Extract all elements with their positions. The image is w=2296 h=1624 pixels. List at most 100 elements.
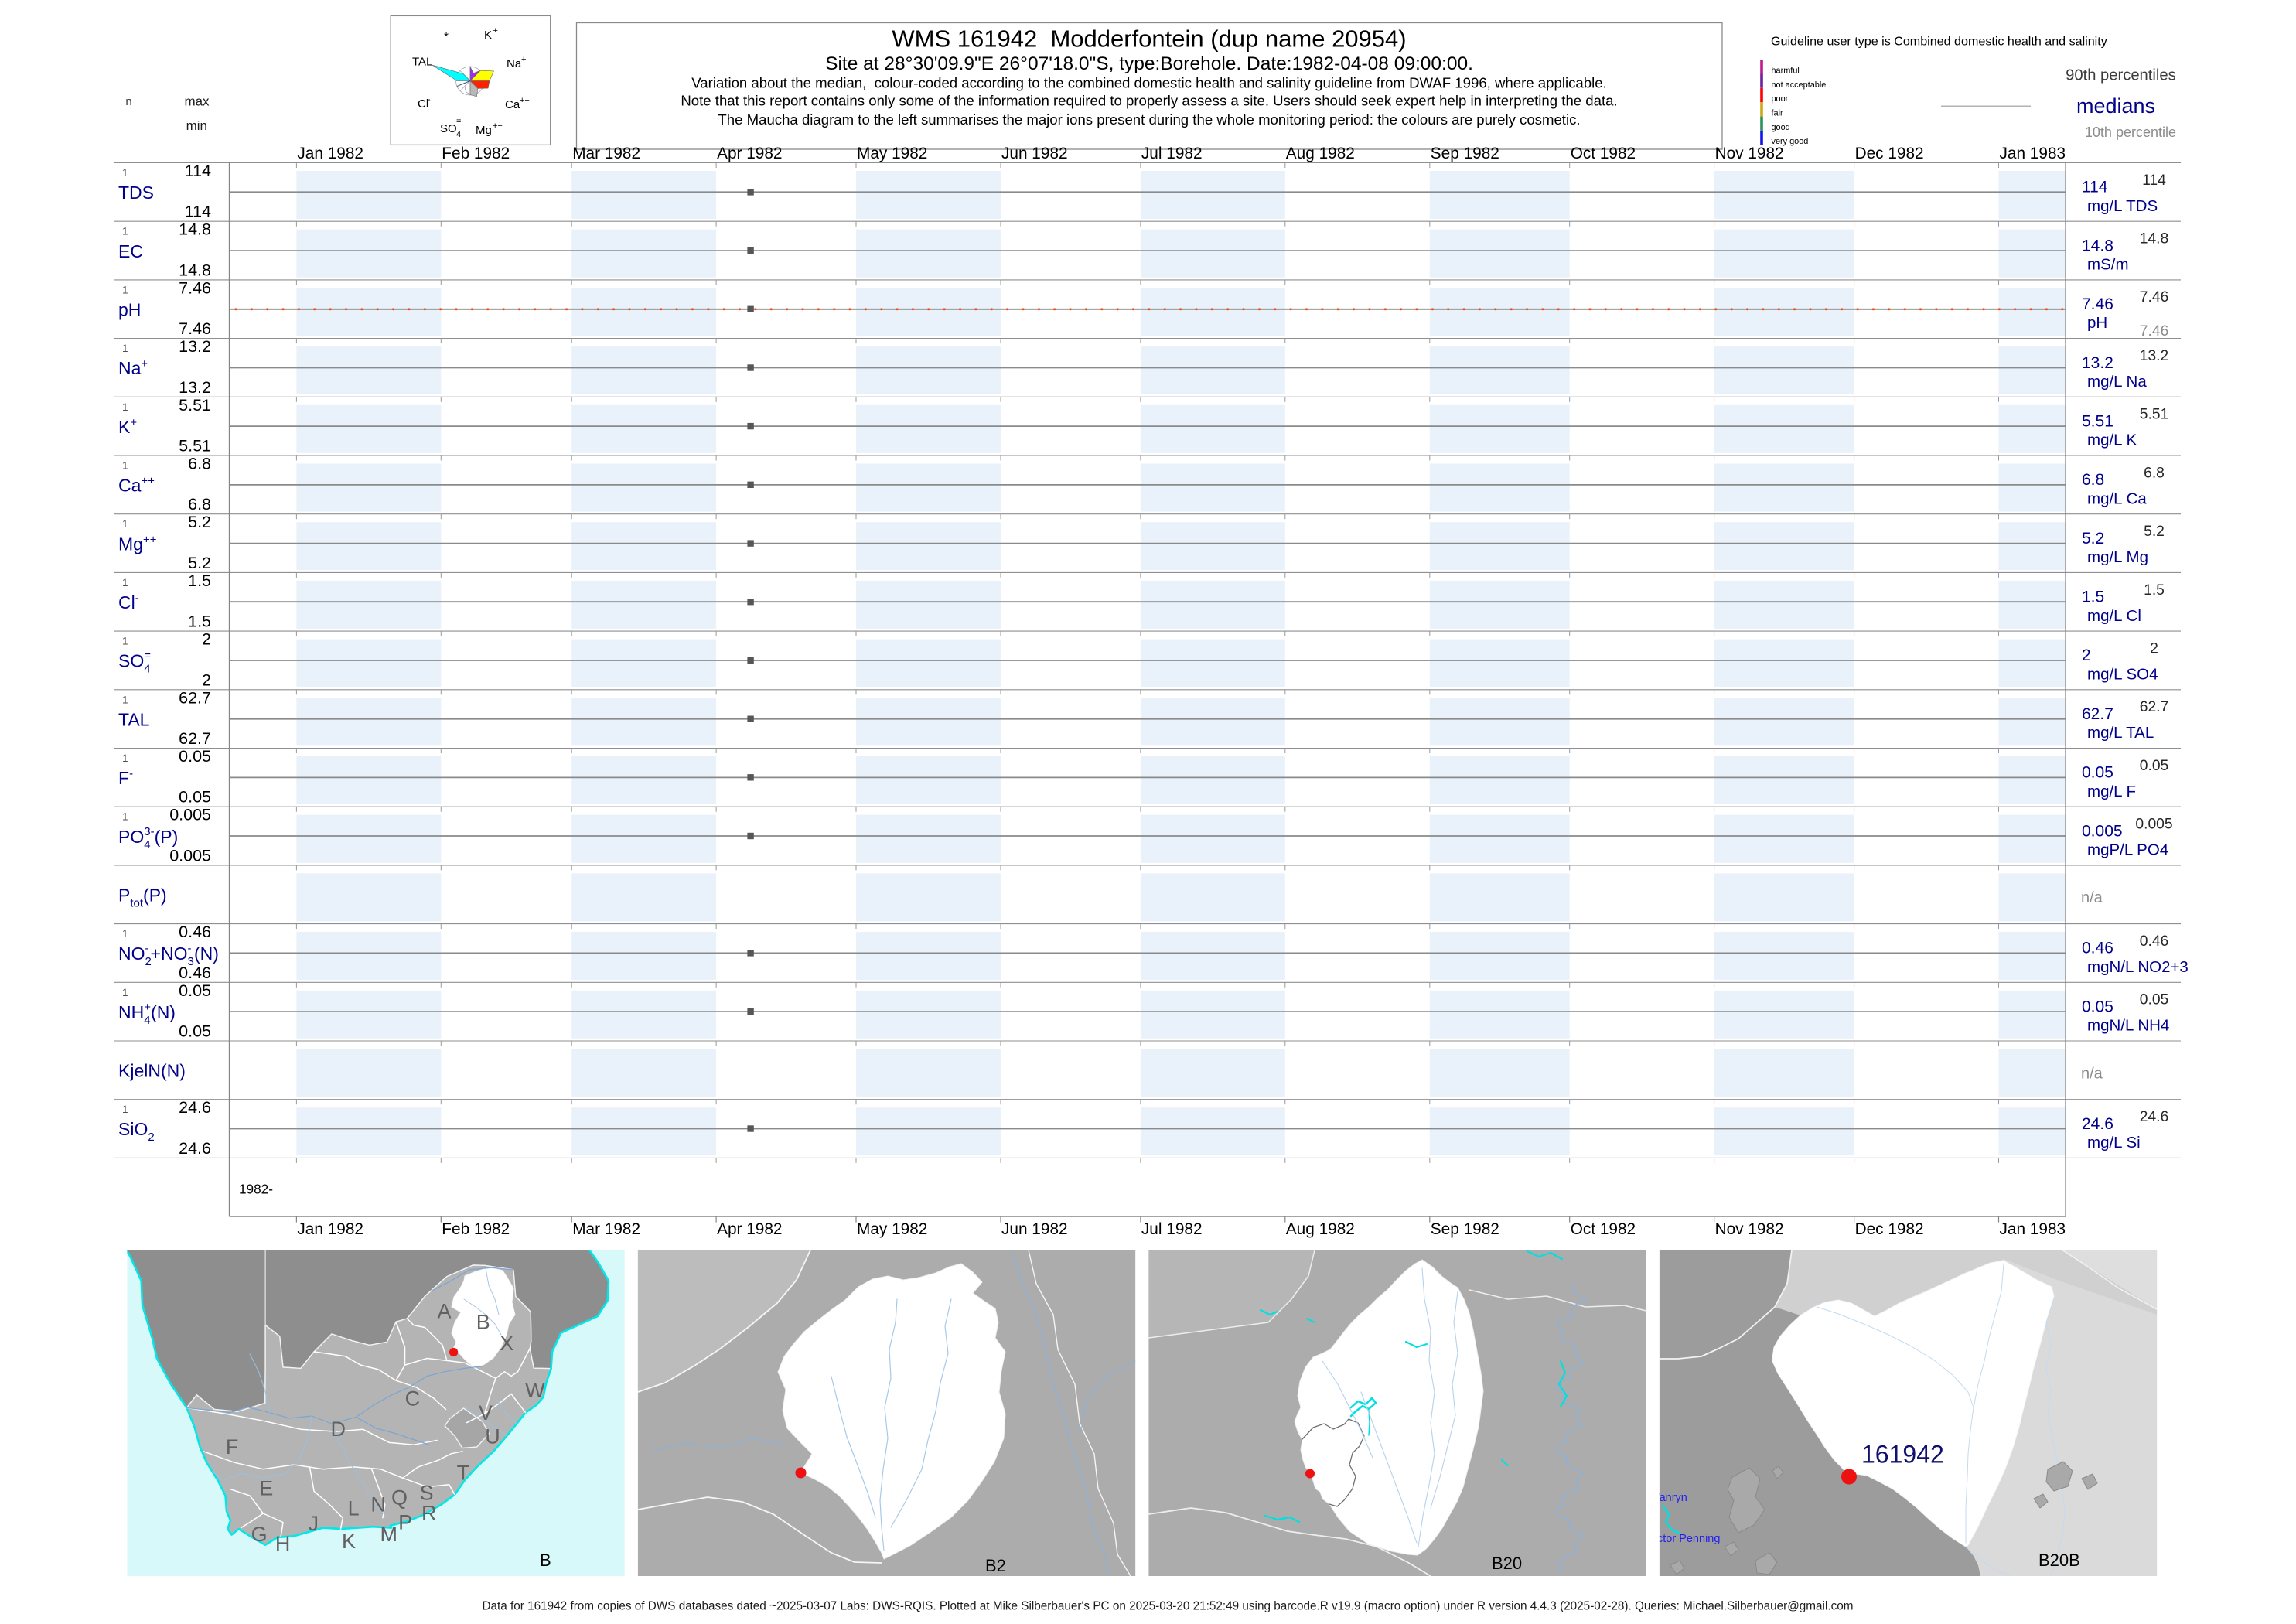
svg-text:2: 2 — [202, 630, 211, 649]
svg-text:Variation about the median, c: Variation about the median, colour-coded… — [691, 75, 1606, 91]
svg-text:Jan 1982: Jan 1982 — [297, 145, 363, 162]
svg-text:5.51: 5.51 — [2140, 407, 2169, 423]
svg-text:mgN/L NH4: mgN/L NH4 — [2087, 1017, 2169, 1035]
svg-text:++: ++ — [520, 96, 530, 105]
svg-text:U: U — [485, 1424, 500, 1448]
svg-text:mS/m: mS/m — [2087, 256, 2129, 274]
svg-text:mg/L Na: mg/L Na — [2087, 373, 2147, 391]
svg-text:E: E — [259, 1476, 273, 1499]
svg-text:Nov 1982: Nov 1982 — [1715, 1220, 1784, 1238]
svg-text:mg/L K: mg/L K — [2087, 432, 2137, 449]
svg-text:5.2: 5.2 — [2082, 530, 2104, 548]
svg-text:Sep 1982: Sep 1982 — [1431, 1220, 1499, 1238]
svg-text:114: 114 — [185, 203, 211, 221]
svg-text:max: max — [184, 94, 210, 109]
svg-text:1: 1 — [122, 577, 128, 589]
svg-text:0.05: 0.05 — [2140, 992, 2169, 1008]
svg-text:14.8: 14.8 — [2140, 231, 2169, 247]
svg-text:62.7: 62.7 — [2140, 699, 2169, 715]
svg-text:P: P — [398, 1511, 412, 1534]
svg-text:1: 1 — [122, 811, 128, 823]
svg-text:Mar 1982: Mar 1982 — [572, 1220, 640, 1238]
svg-text:5.51: 5.51 — [2082, 412, 2113, 430]
svg-text:not acceptable: not acceptable — [1772, 80, 1827, 90]
svg-text:good: good — [1772, 123, 1790, 132]
svg-text:mgP/L PO4: mgP/L PO4 — [2087, 841, 2168, 859]
svg-text:H: H — [275, 1532, 291, 1555]
svg-text:KjelN(N): KjelN(N) — [118, 1061, 186, 1081]
svg-text:min: min — [186, 118, 207, 133]
svg-text:1.5: 1.5 — [2082, 589, 2104, 606]
svg-text:T: T — [457, 1462, 470, 1485]
svg-text:Jan 1982: Jan 1982 — [297, 1220, 363, 1238]
svg-text:1: 1 — [122, 226, 128, 237]
svg-text:14.8: 14.8 — [179, 220, 211, 239]
svg-text:++: ++ — [493, 121, 503, 131]
svg-text:1: 1 — [122, 401, 128, 413]
svg-text:Dec 1982: Dec 1982 — [1855, 1220, 1924, 1238]
svg-text:Note that this report contains: Note that this report contains only some… — [681, 93, 1617, 109]
svg-text:1.5: 1.5 — [188, 571, 211, 590]
svg-text:K: K — [484, 29, 492, 42]
svg-text:Jan 1983: Jan 1983 — [2000, 145, 2066, 162]
svg-text:0.005: 0.005 — [2082, 822, 2123, 840]
svg-text:Ca: Ca — [505, 98, 520, 111]
svg-text:6.8: 6.8 — [2144, 465, 2165, 481]
svg-text:0.46: 0.46 — [179, 923, 211, 941]
svg-text:F: F — [226, 1435, 239, 1459]
svg-text:Jun 1982: Jun 1982 — [1001, 145, 1068, 162]
svg-text:24.6: 24.6 — [179, 1139, 211, 1158]
svg-text:TAL: TAL — [118, 709, 150, 729]
svg-text:Q: Q — [391, 1486, 408, 1510]
svg-text:0.05: 0.05 — [179, 747, 211, 766]
svg-text:SO: SO — [440, 122, 457, 135]
svg-text:Data for 161942 from copies of: Data for 161942 from copies of DWS datab… — [482, 1600, 1853, 1613]
svg-text:May 1982: May 1982 — [857, 145, 927, 162]
svg-text:7.46: 7.46 — [179, 319, 211, 338]
svg-text:5.51: 5.51 — [179, 396, 211, 415]
svg-text:mg/L TAL: mg/L TAL — [2087, 724, 2154, 742]
svg-text:24.6: 24.6 — [179, 1098, 211, 1117]
svg-text:TAL: TAL — [412, 56, 432, 69]
svg-text:1.5: 1.5 — [188, 612, 211, 631]
svg-text:Vanryn: Vanryn — [1653, 1492, 1687, 1504]
svg-text:B2: B2 — [985, 1556, 1006, 1575]
svg-text:medians: medians — [2076, 94, 2155, 118]
svg-text:J: J — [308, 1512, 319, 1535]
svg-text:90th percentiles: 90th percentiles — [2066, 67, 2176, 84]
svg-text:Guideline user type is Combine: Guideline user type is Combined domestic… — [1771, 35, 2108, 49]
svg-text:mg/L SO4: mg/L SO4 — [2087, 666, 2158, 684]
svg-text:B20: B20 — [1492, 1554, 1522, 1573]
svg-text:L: L — [348, 1496, 360, 1520]
svg-text:1: 1 — [122, 518, 128, 530]
svg-text:n/a: n/a — [2081, 889, 2103, 906]
svg-text:R: R — [421, 1501, 437, 1524]
svg-text:X: X — [500, 1332, 513, 1355]
svg-text:0.05: 0.05 — [2082, 764, 2113, 782]
svg-text:S: S — [420, 1482, 434, 1505]
svg-text:Oct 1982: Oct 1982 — [1571, 1220, 1636, 1238]
svg-text:N: N — [370, 1493, 386, 1517]
svg-text:Na+: Na+ — [118, 357, 148, 378]
svg-text:1: 1 — [122, 284, 128, 295]
svg-text:harmful: harmful — [1772, 67, 1800, 76]
svg-text:n/a: n/a — [2081, 1065, 2103, 1082]
svg-text:24.6: 24.6 — [2140, 1109, 2169, 1125]
svg-text:M: M — [380, 1523, 397, 1546]
svg-text:Feb 1982: Feb 1982 — [442, 1220, 510, 1238]
svg-text:7.46: 7.46 — [2082, 295, 2113, 313]
svg-text:1.5: 1.5 — [2144, 582, 2165, 599]
svg-text:1: 1 — [122, 752, 128, 764]
svg-text:Jan 1983: Jan 1983 — [2000, 1220, 2066, 1238]
svg-text:-: - — [428, 95, 431, 104]
svg-text:0.005: 0.005 — [2135, 817, 2172, 833]
svg-text:G: G — [251, 1523, 268, 1546]
svg-text:14.8: 14.8 — [179, 261, 211, 279]
svg-text:7.46: 7.46 — [2140, 323, 2169, 339]
svg-text:A: A — [437, 1300, 451, 1323]
svg-text:Feb 1982: Feb 1982 — [442, 145, 510, 162]
svg-text:WMS 161942 Modderfontein (dup: WMS 161942 Modderfontein (dup name 20954… — [892, 26, 1406, 53]
svg-text:Apr 1982: Apr 1982 — [717, 1220, 782, 1238]
svg-text:0.05: 0.05 — [179, 981, 211, 1000]
svg-text:1: 1 — [122, 694, 128, 705]
